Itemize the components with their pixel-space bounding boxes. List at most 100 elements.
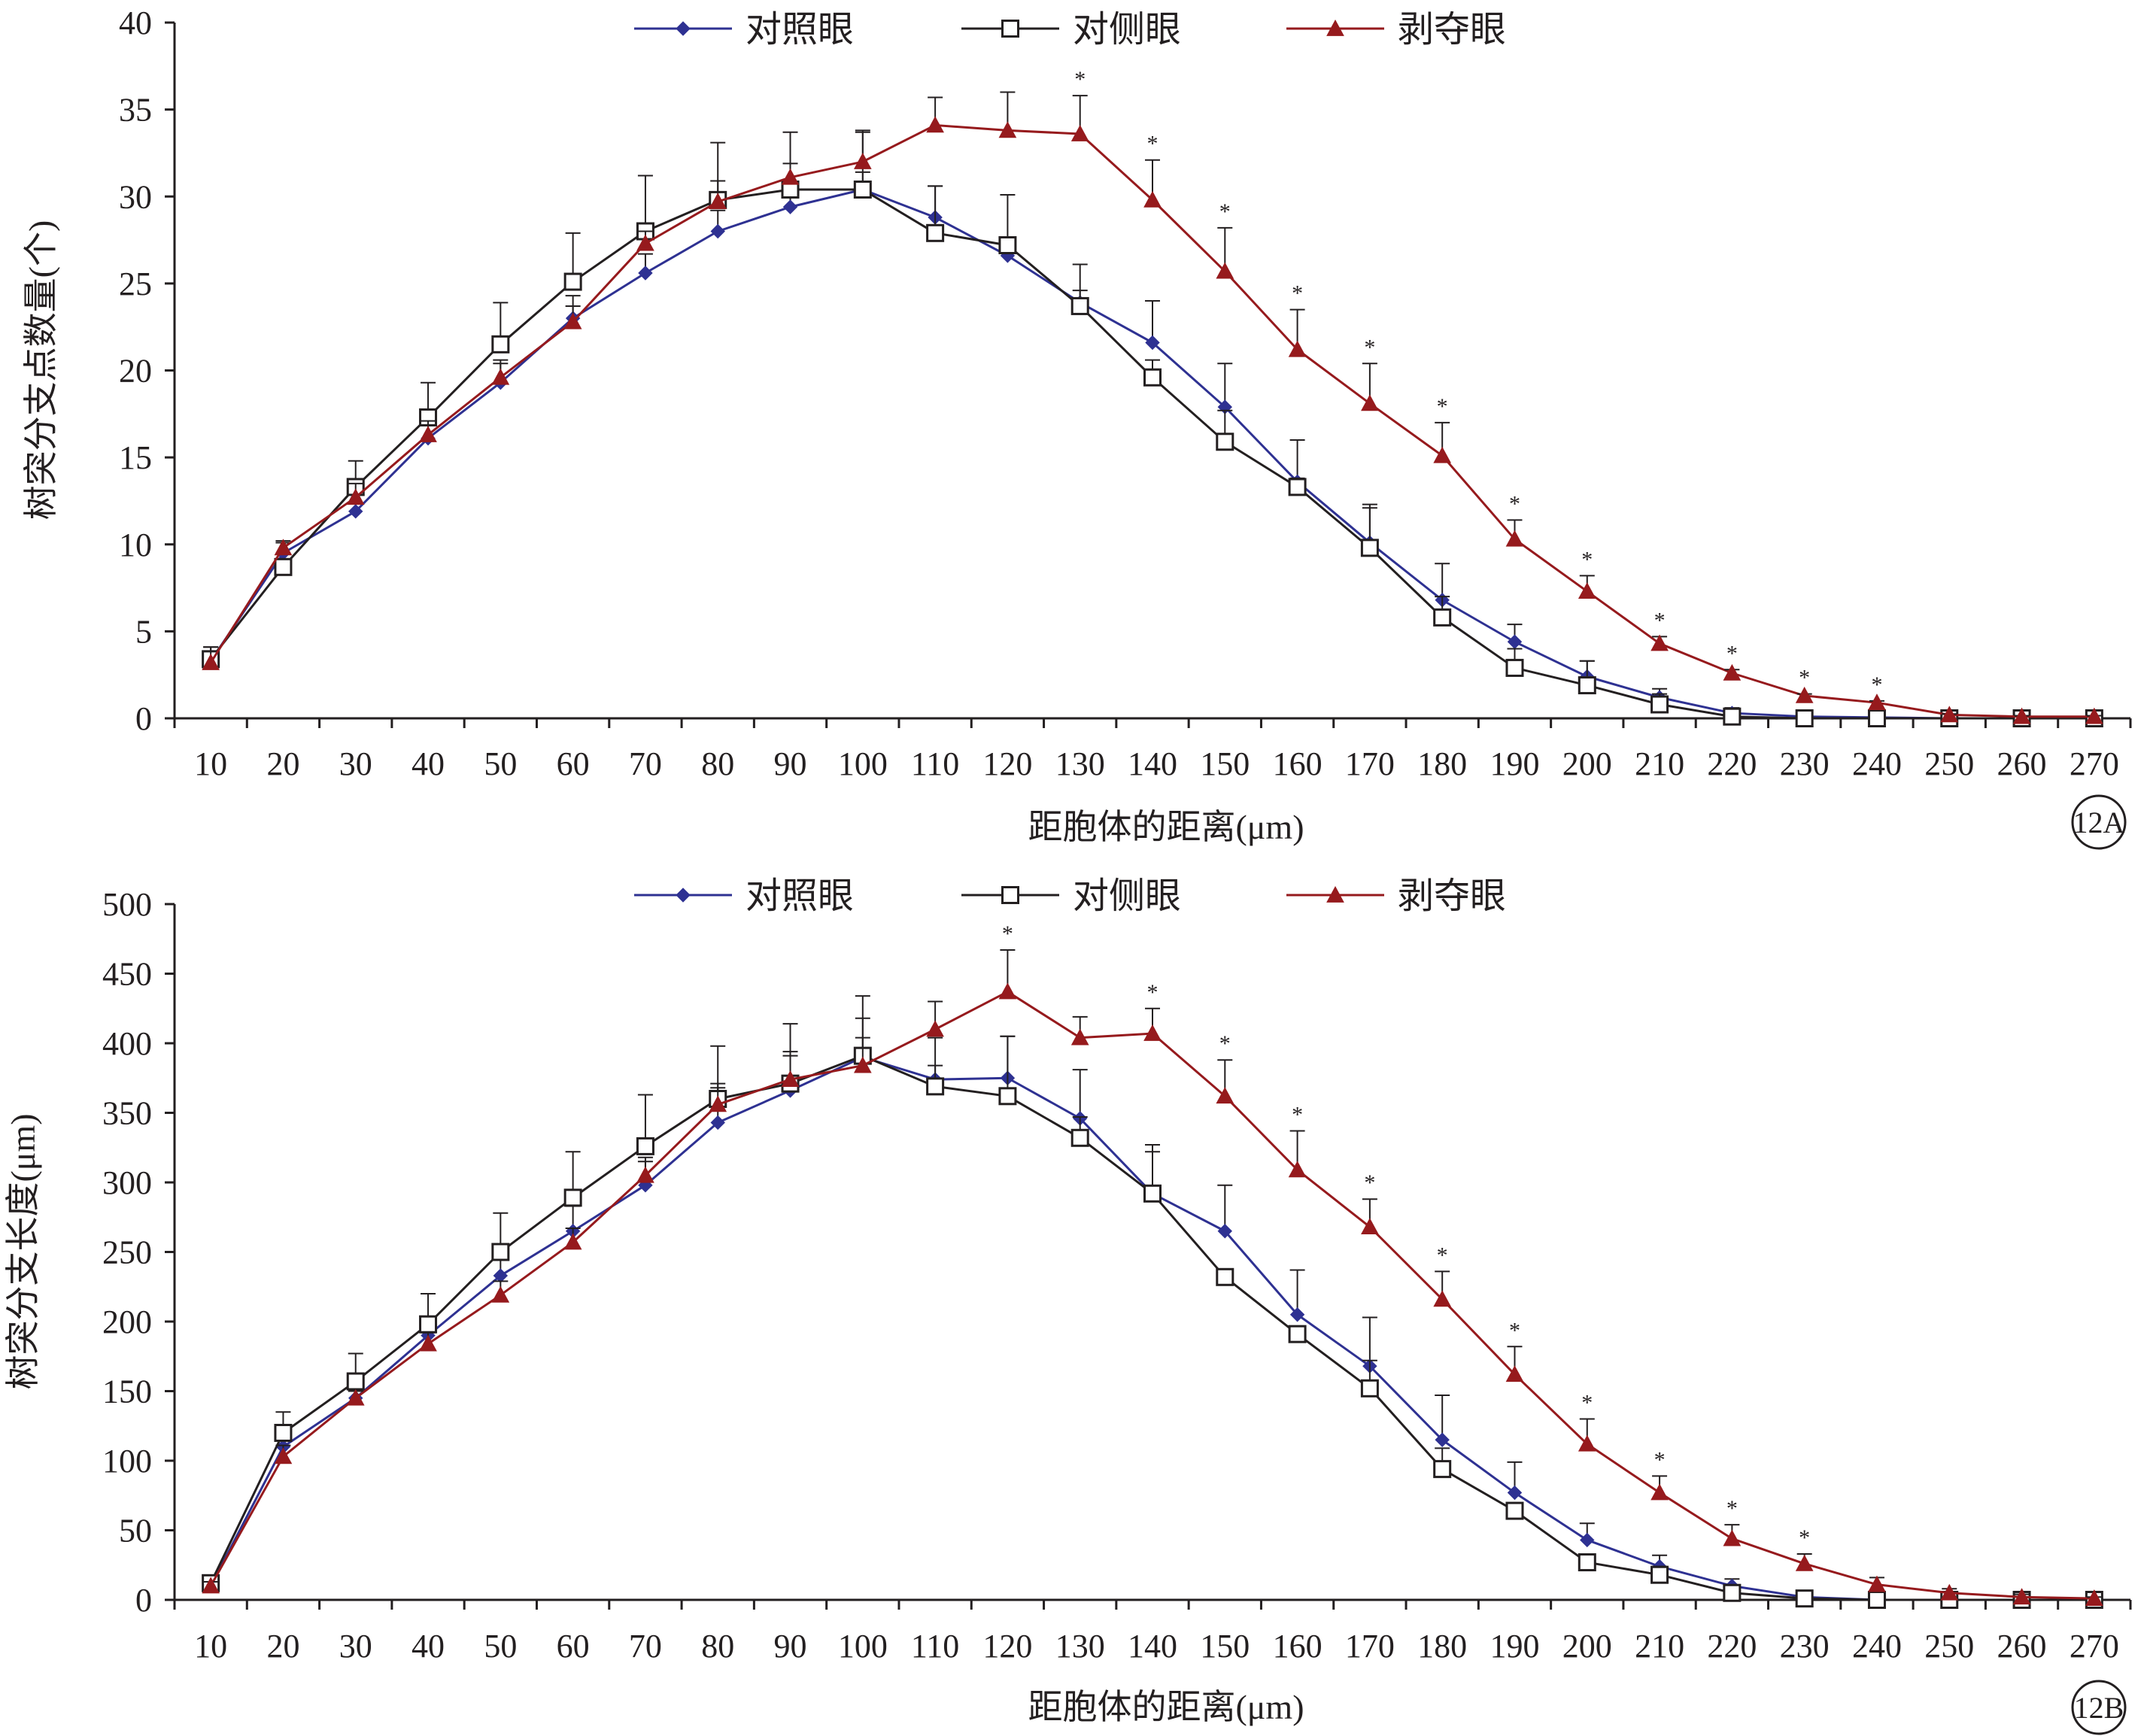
data-point bbox=[781, 1070, 800, 1087]
x-tick-label: 100 bbox=[838, 745, 888, 782]
significance-marker: * bbox=[1509, 1318, 1520, 1343]
x-tick-label: 200 bbox=[1562, 1628, 1612, 1665]
data-point bbox=[853, 152, 872, 169]
data-point bbox=[1580, 1532, 1595, 1548]
y-tick-label: 0 bbox=[135, 700, 152, 737]
data-point bbox=[1940, 706, 1959, 723]
data-point bbox=[781, 168, 800, 185]
significance-marker: * bbox=[1581, 1391, 1593, 1416]
legend-item: 对侧眼 bbox=[961, 10, 1181, 50]
data-point bbox=[1868, 1575, 1886, 1592]
x-tick-label: 170 bbox=[1345, 745, 1395, 782]
data-point bbox=[419, 1334, 437, 1352]
data-point bbox=[636, 234, 654, 251]
x-tick-label: 250 bbox=[1924, 745, 1974, 782]
series-line bbox=[209, 991, 2094, 1600]
y-tick-label: 300 bbox=[102, 1164, 152, 1201]
data-point bbox=[202, 1577, 220, 1594]
data-point bbox=[709, 193, 727, 210]
data-point bbox=[1435, 1432, 1450, 1447]
data-point bbox=[1650, 1483, 1669, 1501]
x-tick-label: 50 bbox=[484, 1628, 517, 1665]
panel-badge-label: 12A bbox=[2073, 806, 2125, 839]
series-line bbox=[209, 188, 2094, 720]
x-tick-label: 190 bbox=[1490, 745, 1539, 782]
data-point bbox=[274, 1424, 293, 1442]
y-axis-title: 树突分支点数量(个) bbox=[22, 220, 60, 520]
data-point bbox=[1505, 1365, 1524, 1382]
data-point bbox=[1145, 335, 1160, 351]
legend-label: 对侧眼 bbox=[1073, 876, 1181, 916]
y-tick-label: 200 bbox=[102, 1304, 152, 1340]
data-point bbox=[1070, 1028, 1089, 1046]
x-tick-label: 70 bbox=[629, 745, 662, 782]
legend-item: 对照眼 bbox=[634, 876, 854, 916]
significance-marker: * bbox=[1292, 1103, 1303, 1127]
legend-marker bbox=[676, 888, 691, 903]
legend-item: 剥夺眼 bbox=[1286, 876, 1506, 916]
significance-marker: * bbox=[1799, 1525, 1810, 1550]
data-point bbox=[274, 539, 293, 556]
data-point bbox=[1507, 1485, 1523, 1501]
x-tick-label: 70 bbox=[629, 1628, 662, 1665]
significance-marker: * bbox=[1871, 672, 1882, 697]
y-tick-label: 35 bbox=[119, 92, 152, 129]
data-point bbox=[1288, 1325, 1307, 1343]
x-tick-label: 180 bbox=[1417, 745, 1467, 782]
data-point bbox=[926, 1020, 944, 1037]
data-point bbox=[1070, 296, 1089, 315]
x-axis-title: 距胞体的距离(μm) bbox=[1028, 808, 1304, 846]
chart-panel-12a: 0 5 10 15 20 25 30 35 40 10 20 30 40 50 60 70 80 90 100 110… bbox=[22, 5, 2132, 850]
data-point bbox=[491, 1243, 510, 1261]
data-point bbox=[348, 504, 363, 519]
significance-marker: * bbox=[1219, 199, 1231, 224]
data-point bbox=[1868, 693, 1886, 711]
significance-marker: * bbox=[1437, 1243, 1448, 1267]
data-point bbox=[709, 1095, 727, 1112]
significance-marker: * bbox=[1002, 921, 1013, 946]
y-tick-label: 500 bbox=[102, 886, 152, 923]
data-point bbox=[1288, 478, 1307, 496]
legend-marker bbox=[676, 21, 691, 36]
y-tick-label: 350 bbox=[102, 1095, 152, 1132]
data-point bbox=[638, 266, 653, 281]
data-point bbox=[2085, 1589, 2103, 1606]
legend-item: 对侧眼 bbox=[961, 876, 1181, 916]
x-tick-label: 110 bbox=[911, 1628, 959, 1665]
data-point bbox=[1795, 1554, 1814, 1571]
legend-marker bbox=[1001, 20, 1019, 38]
y-tick-label: 400 bbox=[102, 1025, 152, 1062]
panel-badge bbox=[2071, 794, 2127, 850]
x-tick-label: 140 bbox=[1128, 1628, 1177, 1665]
x-axis-title: 距胞体的距离(μm) bbox=[1028, 1688, 1304, 1726]
data-point bbox=[1507, 634, 1523, 649]
data-point bbox=[1795, 709, 1814, 727]
y-tick-label: 50 bbox=[119, 1513, 152, 1549]
panel-badge bbox=[2071, 1680, 2127, 1735]
data-point bbox=[2012, 707, 2031, 724]
data-point bbox=[926, 223, 945, 242]
y-tick-label: 20 bbox=[119, 353, 152, 390]
data-point bbox=[1867, 709, 1886, 727]
significance-marker: * bbox=[1654, 1447, 1666, 1472]
significance-marker: * bbox=[1726, 641, 1738, 666]
data-point bbox=[1143, 190, 1162, 208]
significance-marker: * bbox=[1147, 980, 1159, 1005]
data-point bbox=[346, 488, 365, 505]
x-tick-label: 240 bbox=[1852, 1628, 1902, 1665]
data-point bbox=[1143, 1024, 1162, 1041]
x-tick-label: 150 bbox=[1200, 1628, 1250, 1665]
data-point bbox=[1433, 608, 1452, 627]
x-tick-label: 100 bbox=[838, 1628, 888, 1665]
x-tick-label: 220 bbox=[1707, 745, 1757, 782]
significance-marker: * bbox=[1581, 547, 1593, 572]
series-triangle bbox=[202, 91, 2103, 724]
data-point bbox=[1360, 1379, 1379, 1398]
y-tick-label: 25 bbox=[119, 266, 152, 302]
x-tick-label: 160 bbox=[1273, 745, 1323, 782]
data-point bbox=[1578, 582, 1596, 599]
data-point bbox=[563, 1233, 582, 1250]
x-tick-label: 220 bbox=[1707, 1628, 1757, 1665]
data-point bbox=[563, 272, 582, 291]
data-point bbox=[782, 199, 798, 214]
